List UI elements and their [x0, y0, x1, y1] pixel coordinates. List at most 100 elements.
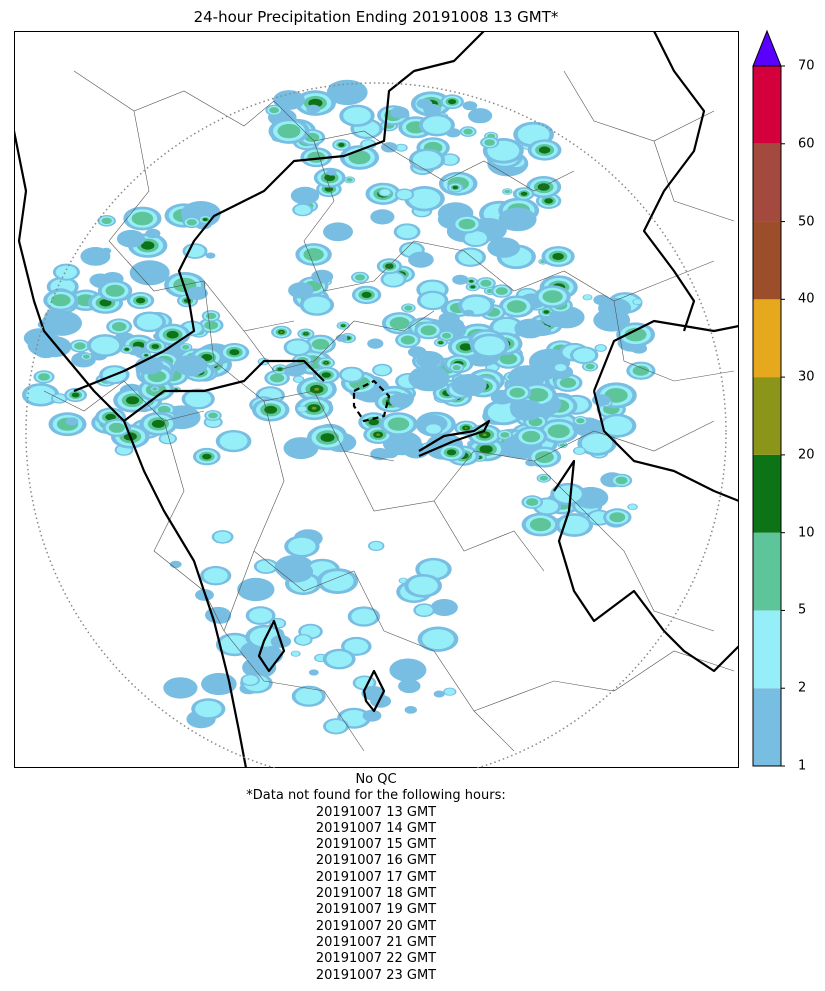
precip-cell	[499, 353, 518, 365]
precip-cell	[116, 229, 146, 248]
precipitation-field	[22, 79, 656, 735]
precip-cell	[544, 198, 553, 204]
precip-cell	[308, 669, 319, 676]
colorbar-tick-label: 2	[798, 680, 807, 696]
precip-cell	[74, 342, 86, 350]
precip-cell	[303, 248, 324, 261]
precipitation-map	[14, 31, 739, 768]
precip-cell	[83, 354, 90, 359]
precip-cell	[256, 560, 276, 573]
precip-cell	[202, 218, 208, 221]
precip-cell	[539, 475, 548, 481]
missing-hour: 20191007 20 GMT	[315, 918, 437, 934]
precip-cell	[615, 476, 628, 485]
precip-cell	[324, 186, 334, 192]
precip-cell	[370, 209, 395, 225]
map-title: 24-hour Precipitation Ending 20191008 13…	[193, 8, 559, 26]
precip-cell	[325, 720, 347, 733]
precip-cell	[581, 433, 613, 453]
precip-cell	[311, 269, 334, 284]
precip-cell	[369, 541, 383, 550]
precip-cell	[362, 709, 382, 722]
precip-cell	[204, 320, 219, 330]
precip-cell	[108, 422, 125, 433]
colorbar-bin	[753, 532, 781, 611]
precip-cell	[420, 325, 437, 336]
precip-cell	[423, 104, 441, 116]
precip-cell	[595, 345, 606, 351]
colorbar-bin	[753, 377, 781, 455]
colorbar-bin	[753, 66, 781, 144]
precip-cell	[504, 189, 511, 194]
precip-cell	[628, 504, 637, 510]
precip-cell	[416, 352, 441, 369]
precip-cell	[151, 419, 165, 428]
precip-cell	[284, 362, 307, 377]
precip-cell	[602, 416, 633, 436]
precip-cell	[131, 211, 154, 226]
precip-cell	[400, 335, 415, 345]
precip-cell	[101, 247, 112, 255]
colorbar-tick-label: 1	[798, 758, 807, 774]
precip-cell	[422, 116, 451, 134]
missing-hour: 20191007 18 GMT	[315, 886, 437, 902]
precip-cell	[294, 376, 304, 383]
precip-cell	[422, 629, 454, 650]
precip-cell	[303, 296, 331, 314]
precip-cell	[270, 373, 285, 383]
precip-cell	[412, 151, 442, 169]
missing-hour: 20191007 14 GMT	[315, 820, 437, 836]
precip-cell	[374, 365, 391, 375]
precip-cell	[55, 265, 77, 279]
precip-cell	[175, 389, 177, 390]
precip-cell	[186, 286, 208, 300]
precip-cell	[444, 688, 455, 695]
precip-cell	[361, 291, 372, 298]
precip-cell	[343, 107, 371, 125]
precip-cell	[111, 322, 127, 332]
precip-cell	[381, 142, 398, 153]
precip-cell	[493, 318, 520, 336]
missing-hour: 20191007 21 GMT	[315, 934, 437, 950]
precip-cell	[609, 512, 626, 523]
precip-cell	[351, 608, 377, 625]
precip-cell	[583, 294, 592, 300]
precip-cell	[214, 531, 232, 543]
radar-range-ring	[25, 82, 727, 768]
precip-cell	[278, 561, 314, 583]
precip-cell	[387, 417, 410, 431]
precip-cell	[286, 340, 309, 355]
precip-cell	[208, 412, 218, 419]
precip-cell	[526, 388, 549, 402]
colorbar-bin	[753, 610, 781, 689]
precip-cell	[163, 677, 198, 699]
precip-cell	[341, 368, 362, 381]
precip-cell	[500, 432, 510, 438]
precip-cell	[195, 700, 222, 718]
precip-cell	[311, 406, 317, 410]
precip-cell	[451, 374, 487, 397]
precip-cell	[237, 577, 275, 602]
precip-cell	[469, 280, 474, 283]
precip-cell	[280, 331, 283, 333]
precip-cell	[463, 128, 473, 135]
precip-cell	[468, 108, 493, 124]
precip-cell	[438, 312, 460, 326]
precip-cell	[335, 334, 348, 342]
precip-cell	[463, 309, 475, 317]
precip-cell	[38, 373, 50, 381]
precip-cell	[508, 365, 546, 389]
precip-cell	[288, 537, 316, 555]
precip-cell	[105, 413, 116, 421]
missing-hour: 20191007 15 GMT	[315, 837, 437, 853]
precip-cell	[277, 123, 301, 139]
colorbar-over-arrow	[752, 29, 782, 67]
colorbar-bin	[753, 143, 781, 222]
precip-cell	[529, 518, 552, 532]
precip-cell	[51, 294, 71, 307]
precip-cell	[290, 186, 320, 205]
precip-cell	[249, 608, 273, 623]
precip-cell	[27, 333, 66, 357]
precip-cell	[304, 333, 307, 335]
precip-cell	[61, 323, 74, 332]
